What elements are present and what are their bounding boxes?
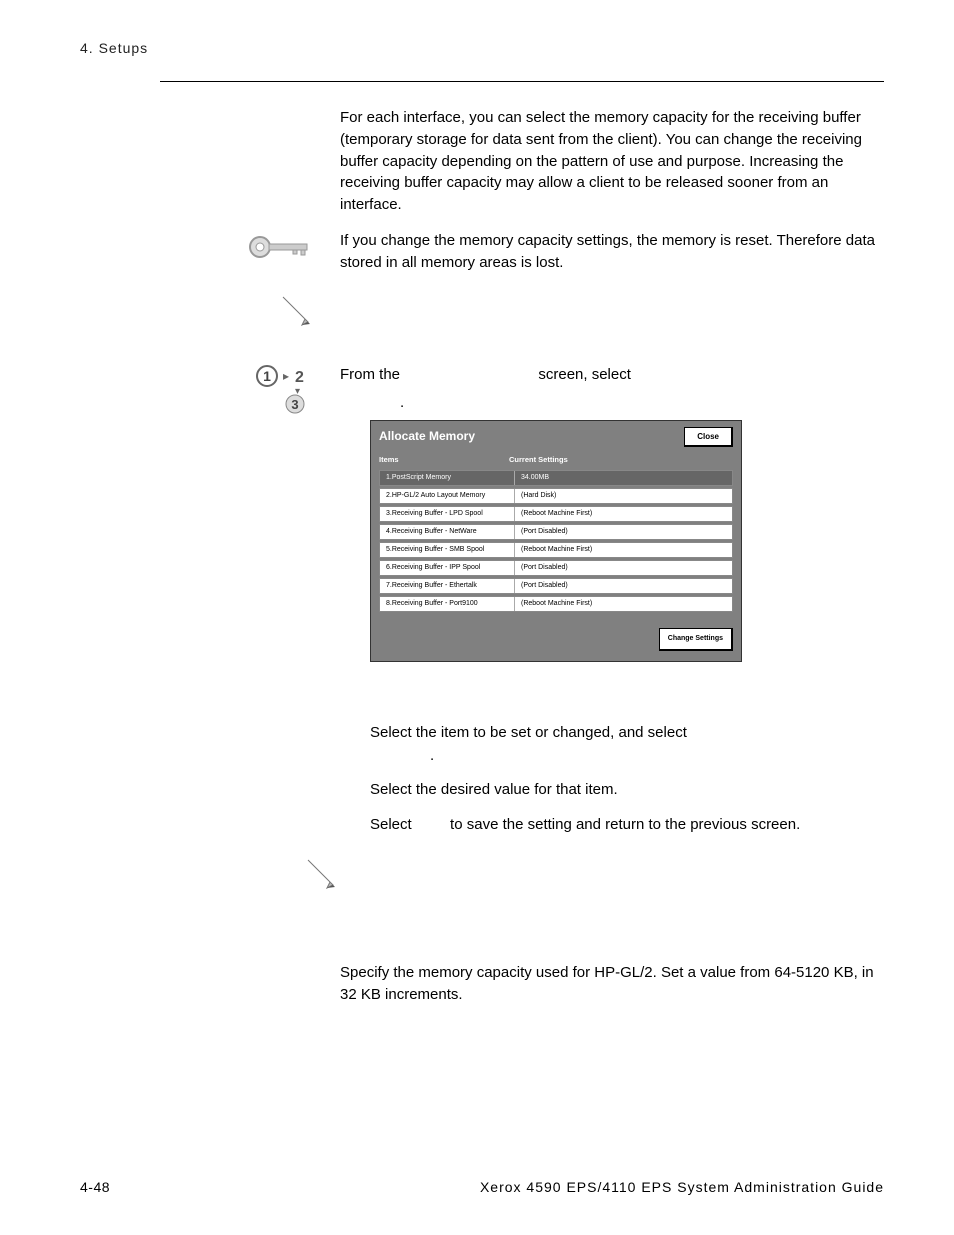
step2-a: Select the item to be set or changed, an…	[370, 724, 687, 741]
table-row[interactable]: 6.Receiving Buffer - IPP Spool (Port Dis…	[379, 560, 733, 576]
pencil-icon	[277, 291, 315, 329]
table-row[interactable]: 5.Receiving Buffer - SMB Spool (Reboot M…	[379, 542, 733, 558]
divider	[160, 81, 884, 82]
change-settings-button[interactable]: Change Settings	[659, 628, 733, 651]
step2-b: .	[430, 745, 884, 768]
pencil-wrap-1	[80, 291, 340, 329]
table-row[interactable]: 3.Receiving Buffer - LPD Spool (Reboot M…	[379, 506, 733, 522]
cell-val: 34.00MB	[515, 473, 732, 483]
dialog-columns: Items Current Settings	[371, 451, 741, 466]
page: 4. Setups For each interface, you can se…	[0, 0, 954, 1235]
step1-dot: .	[400, 392, 884, 414]
step4: Select to save the setting and return to…	[370, 814, 884, 837]
col-current: Current Settings	[509, 455, 733, 466]
steps-icon: 1 ▸ 2 ▾ 3	[255, 364, 315, 414]
cell-item: 8.Receiving Buffer - Port9100	[380, 597, 515, 611]
cell-item: 6.Receiving Buffer - IPP Spool	[380, 561, 515, 575]
svg-text:1: 1	[263, 368, 271, 384]
allocate-memory-dialog: Allocate Memory Close Items Current Sett…	[370, 420, 742, 663]
step3: Select the desired value for that item.	[370, 779, 884, 802]
pencil-row-1	[80, 291, 884, 329]
cell-item: 3.Receiving Buffer - LPD Spool	[380, 507, 515, 521]
key-icon	[245, 230, 315, 265]
col-items: Items	[379, 455, 509, 466]
key-text: If you change the memory capacity settin…	[340, 230, 884, 274]
step4-b: to save the setting and return to the pr…	[450, 816, 800, 833]
cell-item: 7.Receiving Buffer - Ethertalk	[380, 579, 515, 593]
svg-text:3: 3	[291, 397, 298, 412]
intro-paragraph: For each interface, you can select the m…	[340, 107, 884, 216]
steps-icon-wrap: 1 ▸ 2 ▾ 3	[80, 364, 340, 414]
cell-val: (Port Disabled)	[515, 581, 732, 591]
step1-line: From the screen, select	[340, 364, 884, 386]
table-row[interactable]: 8.Receiving Buffer - Port9100 (Reboot Ma…	[379, 596, 733, 612]
dialog-title: Allocate Memory	[379, 428, 475, 445]
cell-val: (Hard Disk)	[515, 491, 732, 501]
step1-post: screen, select	[538, 366, 631, 383]
page-footer: 4-48 Xerox 4590 EPS/4110 EPS System Admi…	[80, 1179, 884, 1195]
cell-val: (Reboot Machine First)	[515, 509, 732, 519]
table-row[interactable]: 4.Receiving Buffer - NetWare (Port Disab…	[379, 524, 733, 540]
cell-item: 4.Receiving Buffer - NetWare	[380, 525, 515, 539]
dialog-table: 1.PostScript Memory 34.00MB 2.HP-GL/2 Au…	[379, 470, 733, 612]
key-point-row: If you change the memory capacity settin…	[80, 230, 884, 274]
cell-item: 5.Receiving Buffer - SMB Spool	[380, 543, 515, 557]
cell-val: (Reboot Machine First)	[515, 545, 732, 555]
step1-pre: From the	[340, 366, 400, 383]
hpgl-text: Specify the memory capacity used for HP-…	[340, 962, 884, 1006]
svg-text:2: 2	[295, 369, 304, 386]
table-row[interactable]: 1.PostScript Memory 34.00MB	[379, 470, 733, 486]
page-number: 4-48	[80, 1179, 110, 1195]
pencil-wrap-2	[80, 854, 340, 892]
steps-2-4: Select the item to be set or changed, an…	[370, 722, 884, 836]
table-row[interactable]: 2.HP-GL/2 Auto Layout Memory (Hard Disk)	[379, 488, 733, 504]
pencil-row-2	[80, 854, 884, 892]
cell-val: (Reboot Machine First)	[515, 599, 732, 609]
step4-a: Select	[370, 816, 412, 833]
cell-val: (Port Disabled)	[515, 563, 732, 573]
table-row[interactable]: 7.Receiving Buffer - Ethertalk (Port Dis…	[379, 578, 733, 594]
step1-text: From the screen, select . Allocate Memor…	[340, 364, 884, 662]
page-header: 4. Setups	[80, 40, 884, 56]
svg-text:▸: ▸	[283, 369, 289, 383]
intro-text: For each interface, you can select the m…	[340, 107, 884, 216]
key-icon-wrap	[80, 230, 340, 265]
dialog-titlebar: Allocate Memory Close	[371, 421, 741, 452]
cell-item: 1.PostScript Memory	[380, 471, 515, 485]
cell-val: (Port Disabled)	[515, 527, 732, 537]
pencil-icon	[302, 854, 340, 892]
footer-title: Xerox 4590 EPS/4110 EPS System Administr…	[480, 1179, 884, 1195]
step2: Select the item to be set or changed, an…	[370, 722, 884, 767]
close-button[interactable]: Close	[684, 427, 733, 448]
dialog-footer: Change Settings	[371, 614, 741, 661]
hpgl-section: Specify the memory capacity used for HP-…	[340, 962, 884, 1006]
cell-item: 2.HP-GL/2 Auto Layout Memory	[380, 489, 515, 503]
step1-row: 1 ▸ 2 ▾ 3 From the screen, select . Allo…	[80, 364, 884, 662]
